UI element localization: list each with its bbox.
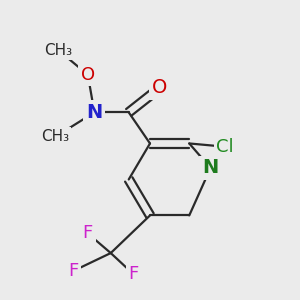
Text: Cl: Cl xyxy=(216,138,234,156)
Text: F: F xyxy=(68,262,78,280)
Text: F: F xyxy=(128,265,139,283)
Text: O: O xyxy=(152,78,167,97)
Text: CH₃: CH₃ xyxy=(41,129,69,144)
Text: O: O xyxy=(81,66,95,84)
Text: CH₃: CH₃ xyxy=(44,43,73,58)
Text: N: N xyxy=(86,103,103,122)
Text: N: N xyxy=(202,158,219,178)
Text: F: F xyxy=(83,224,93,242)
